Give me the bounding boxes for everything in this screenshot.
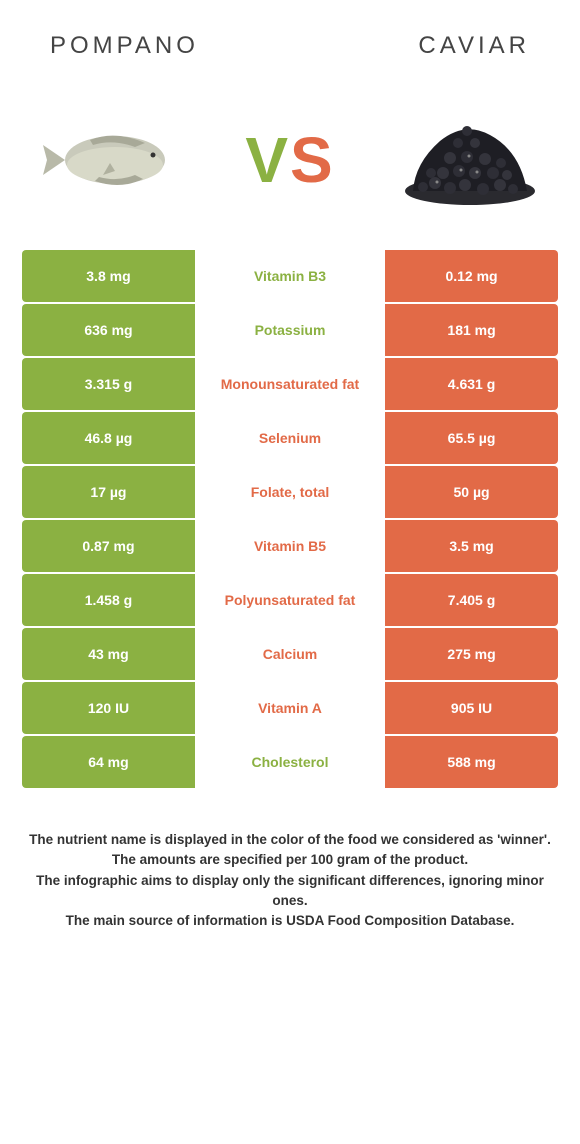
cell-nutrient-name: Polyunsaturated fat bbox=[195, 574, 385, 626]
header-right: caviar bbox=[418, 32, 530, 60]
vs-v: V bbox=[245, 123, 290, 197]
cell-left-value: 46.8 µg bbox=[22, 412, 195, 464]
table-row: 3.315 gMonounsaturated fat4.631 g bbox=[22, 358, 558, 410]
header: pompano caviar bbox=[0, 0, 580, 80]
table-row: 46.8 µgSelenium65.5 µg bbox=[22, 412, 558, 464]
cell-left-value: 1.458 g bbox=[22, 574, 195, 626]
table-row: 17 µgFolate, total50 µg bbox=[22, 466, 558, 518]
cell-right-value: 181 mg bbox=[385, 304, 558, 356]
cell-nutrient-name: Monounsaturated fat bbox=[195, 358, 385, 410]
cell-right-value: 275 mg bbox=[385, 628, 558, 680]
cell-right-value: 0.12 mg bbox=[385, 250, 558, 302]
table-row: 64 mgCholesterol588 mg bbox=[22, 736, 558, 788]
cell-nutrient-name: Cholesterol bbox=[195, 736, 385, 788]
cell-nutrient-name: Folate, total bbox=[195, 466, 385, 518]
cell-left-value: 3.8 mg bbox=[22, 250, 195, 302]
cell-nutrient-name: Potassium bbox=[195, 304, 385, 356]
pompano-image bbox=[30, 110, 190, 210]
cell-nutrient-name: Calcium bbox=[195, 628, 385, 680]
cell-left-value: 120 IU bbox=[22, 682, 195, 734]
cell-right-value: 50 µg bbox=[385, 466, 558, 518]
cell-nutrient-name: Vitamin B5 bbox=[195, 520, 385, 572]
cell-right-value: 588 mg bbox=[385, 736, 558, 788]
cell-right-value: 4.631 g bbox=[385, 358, 558, 410]
table-row: 120 IUVitamin A905 IU bbox=[22, 682, 558, 734]
cell-left-value: 17 µg bbox=[22, 466, 195, 518]
cell-nutrient-name: Selenium bbox=[195, 412, 385, 464]
table-row: 0.87 mgVitamin B53.5 mg bbox=[22, 520, 558, 572]
footer-line: The infographic aims to display only the… bbox=[28, 871, 552, 912]
cell-nutrient-name: Vitamin A bbox=[195, 682, 385, 734]
cell-left-value: 636 mg bbox=[22, 304, 195, 356]
vs-s: S bbox=[290, 123, 335, 197]
header-left: pompano bbox=[50, 32, 199, 60]
footer: The nutrient name is displayed in the co… bbox=[0, 790, 580, 931]
cell-right-value: 3.5 mg bbox=[385, 520, 558, 572]
table-row: 636 mgPotassium181 mg bbox=[22, 304, 558, 356]
footer-line: The nutrient name is displayed in the co… bbox=[28, 830, 552, 850]
cell-left-value: 3.315 g bbox=[22, 358, 195, 410]
cell-right-value: 65.5 µg bbox=[385, 412, 558, 464]
cell-left-value: 64 mg bbox=[22, 736, 195, 788]
vs-row: VS bbox=[0, 80, 580, 250]
cell-left-value: 43 mg bbox=[22, 628, 195, 680]
cell-nutrient-name: Vitamin B3 bbox=[195, 250, 385, 302]
footer-line: The amounts are specified per 100 gram o… bbox=[28, 850, 552, 870]
cell-right-value: 7.405 g bbox=[385, 574, 558, 626]
footer-line: The main source of information is USDA F… bbox=[28, 911, 552, 931]
table-row: 1.458 gPolyunsaturated fat7.405 g bbox=[22, 574, 558, 626]
table-row: 43 mgCalcium275 mg bbox=[22, 628, 558, 680]
table-row: 3.8 mgVitamin B30.12 mg bbox=[22, 250, 558, 302]
cell-right-value: 905 IU bbox=[385, 682, 558, 734]
vs-label: VS bbox=[245, 123, 334, 197]
caviar-image bbox=[390, 110, 550, 210]
comparison-table: 3.8 mgVitamin B30.12 mg636 mgPotassium18… bbox=[22, 250, 558, 788]
cell-left-value: 0.87 mg bbox=[22, 520, 195, 572]
